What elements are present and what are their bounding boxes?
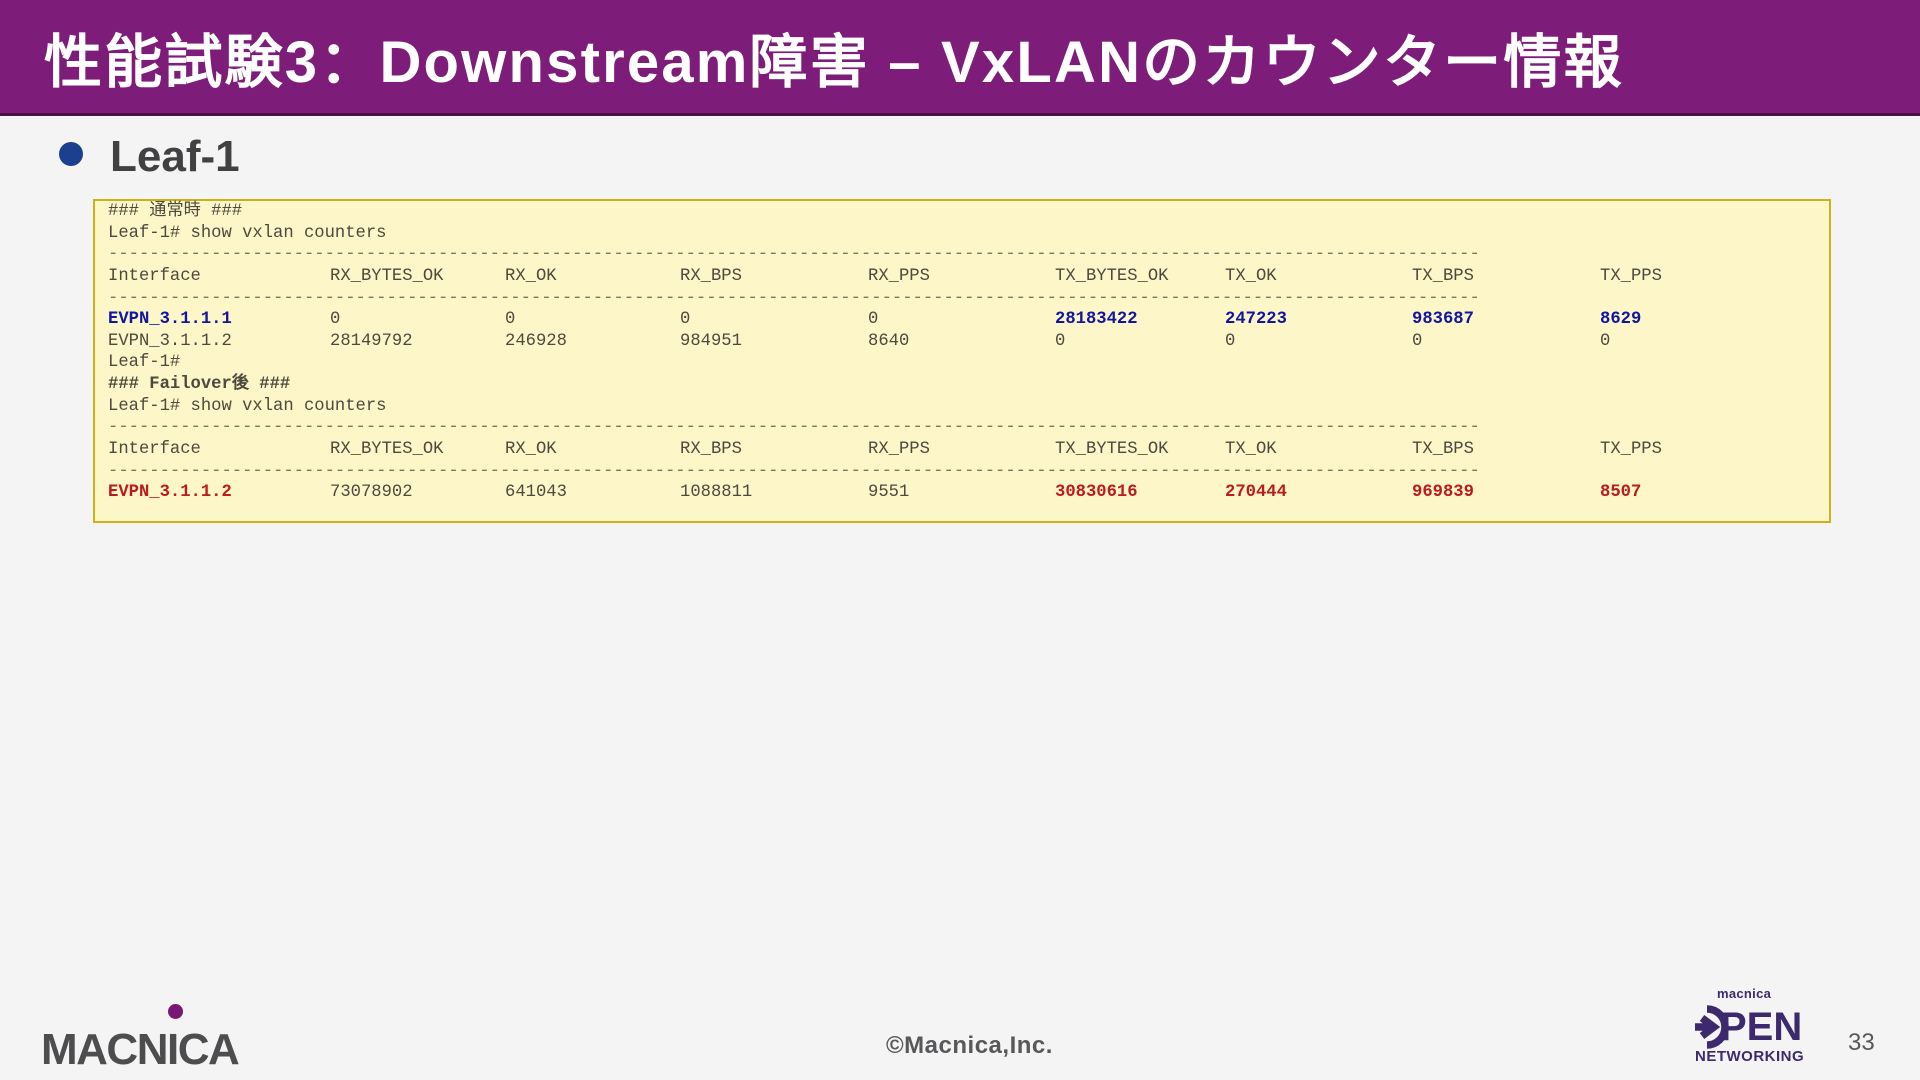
svg-text:PEN: PEN <box>1720 1005 1802 1049</box>
svg-text:macnica: macnica <box>1717 986 1772 1001</box>
svg-text:NETWORKING: NETWORKING <box>1695 1048 1804 1065</box>
